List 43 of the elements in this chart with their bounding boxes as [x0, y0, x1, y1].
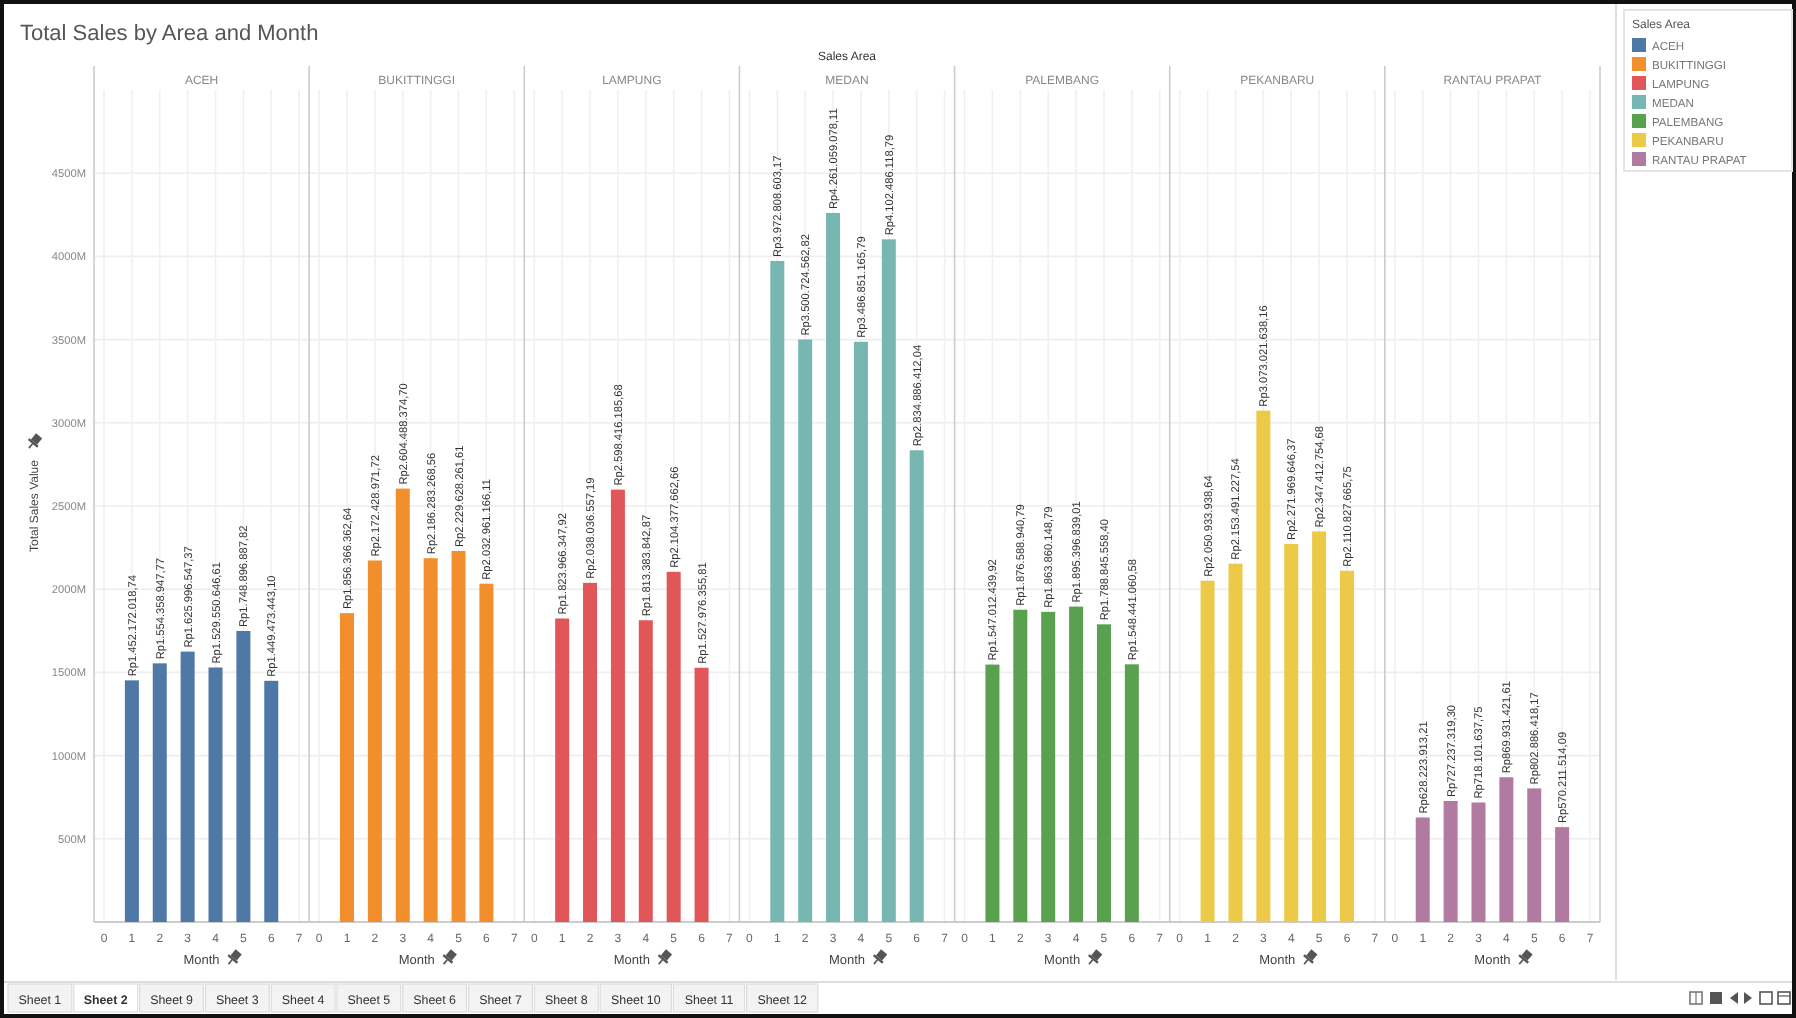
bar: [1471, 802, 1486, 922]
bar: [236, 630, 251, 922]
bar: [264, 680, 279, 922]
bar: [124, 680, 139, 922]
bar: [1069, 606, 1084, 922]
bar: [367, 560, 382, 922]
bar: [1415, 817, 1430, 922]
bar: [1256, 410, 1271, 922]
bar: [583, 582, 598, 922]
bar: [479, 583, 494, 922]
bar: [666, 571, 681, 922]
bar: [610, 489, 625, 922]
bar: [395, 488, 410, 922]
text: Total Sales by Area and Month: [20, 22, 319, 46]
bar: [1443, 800, 1458, 922]
bar: [1200, 580, 1215, 922]
bar: [638, 620, 653, 922]
bar: [909, 450, 924, 922]
bar: [1124, 664, 1139, 922]
bar: [694, 667, 709, 922]
bar: [1284, 543, 1299, 922]
bar: [1499, 777, 1514, 922]
bar: [985, 664, 1000, 922]
bar: [451, 550, 466, 922]
bar: [1339, 570, 1354, 922]
bar: [1228, 563, 1243, 922]
bar: [152, 663, 167, 922]
bar: [555, 618, 570, 922]
bar: [423, 558, 438, 922]
bar: [1312, 531, 1327, 922]
bar: [826, 212, 841, 922]
bar: [1555, 827, 1570, 922]
bar: [853, 341, 868, 922]
bar: [340, 613, 355, 922]
bar: [881, 239, 896, 922]
bar: [1096, 624, 1111, 922]
bar: [208, 667, 223, 922]
bar: [1527, 788, 1542, 922]
bar: [770, 260, 785, 922]
bar: [1041, 611, 1056, 922]
bar: [1013, 609, 1028, 922]
bar: [798, 339, 813, 922]
bar: [180, 651, 195, 922]
